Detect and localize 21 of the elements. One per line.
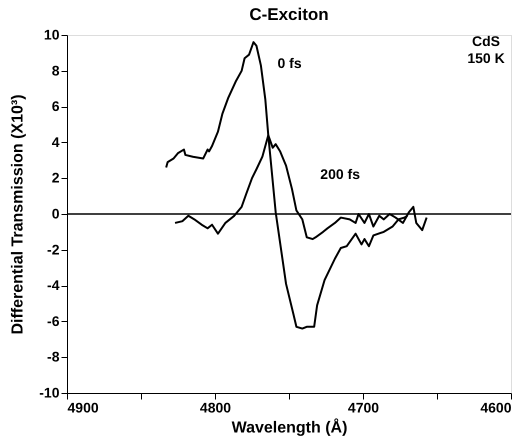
x-tick-label: 4700 xyxy=(348,400,380,416)
annotation: CdS 150 K xyxy=(467,33,505,66)
y-tick-label: 0 xyxy=(52,206,60,222)
y-tick-label: -6 xyxy=(47,312,60,329)
y-tick-label: 6 xyxy=(52,98,60,114)
x-tick-label: 4800 xyxy=(200,400,232,416)
y-axis-title: Differential Transmission (X10³) xyxy=(9,94,26,335)
y-tick-label: 10 xyxy=(44,26,60,42)
y-tick-label: 4 xyxy=(52,134,60,150)
y-tick-label: 8 xyxy=(52,62,60,78)
y-tick-label: -4 xyxy=(47,277,60,294)
series-label: 0 fs xyxy=(277,55,302,72)
x-tick-label: 4600 xyxy=(480,400,512,416)
y-tick-label: -10 xyxy=(39,384,60,400)
x-tick-label: 4900 xyxy=(68,400,99,416)
x-axis-title: Wavelength (Å) xyxy=(232,418,348,436)
y-tick-label: -2 xyxy=(47,241,60,258)
text: 200 fs xyxy=(320,166,360,182)
chart-title: C-Exciton xyxy=(249,5,329,24)
y-tick-label: 2 xyxy=(52,170,60,186)
y-tick-label: -8 xyxy=(47,348,60,365)
